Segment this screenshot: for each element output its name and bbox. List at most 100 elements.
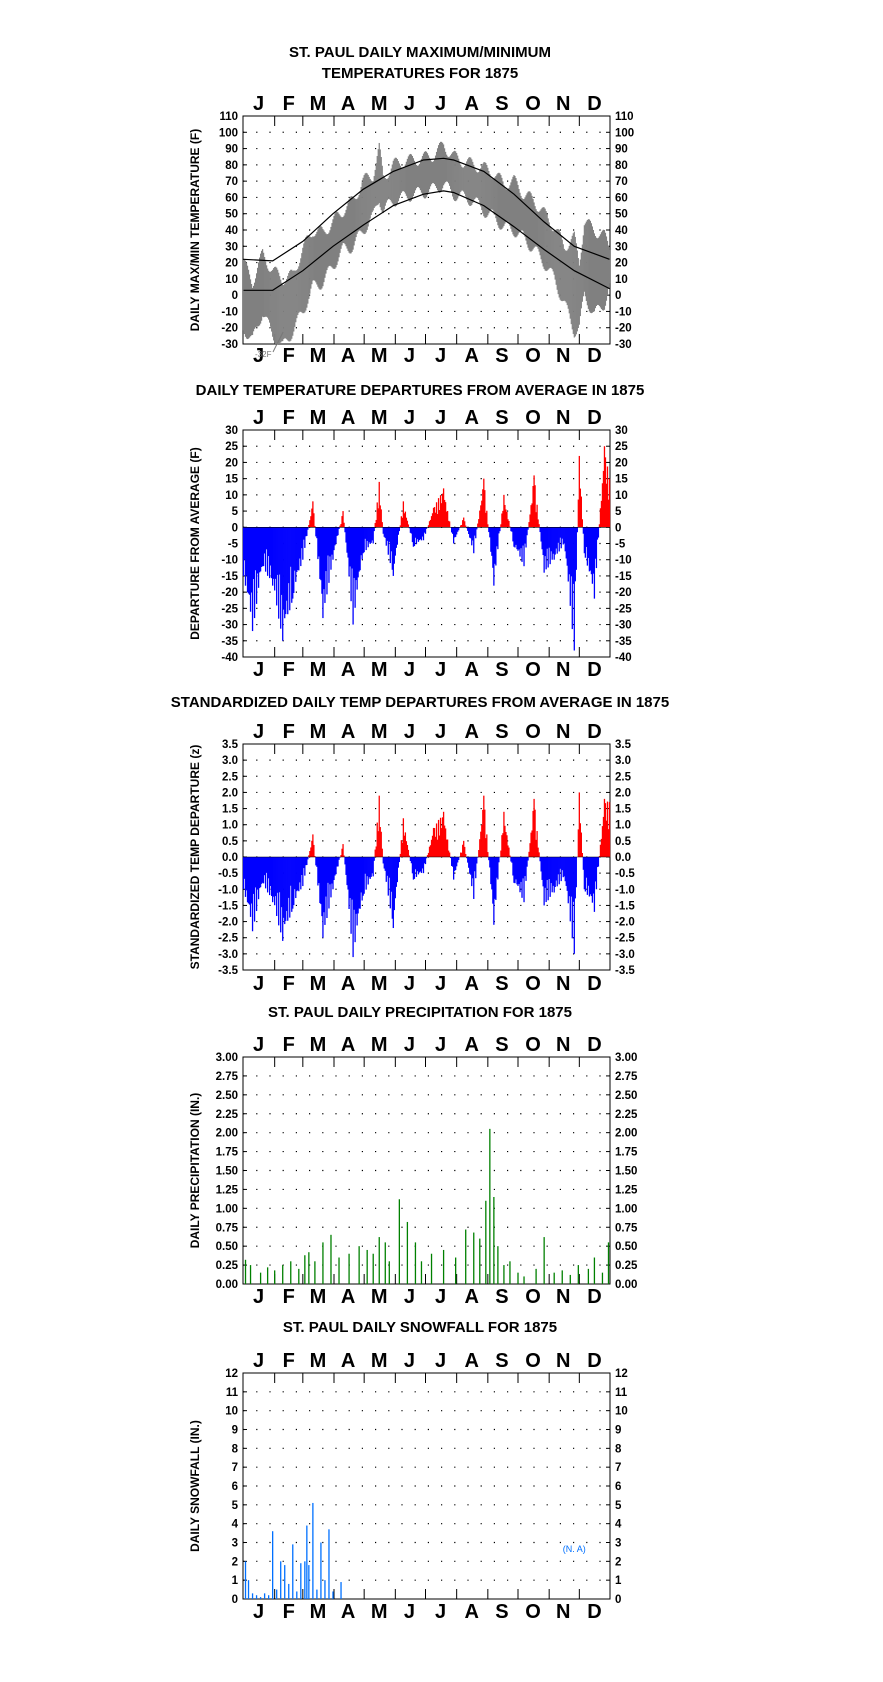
y-tick-label-right: 100 <box>615 127 634 139</box>
y-tick-label-left: 5 <box>232 1500 239 1512</box>
month-label-bottom: D <box>587 973 601 995</box>
y-tick-label-left: -3.0 <box>218 949 238 961</box>
month-label-top: J <box>404 93 415 115</box>
month-label-bottom: N <box>556 345 570 367</box>
month-label-top: A <box>341 407 355 429</box>
month-label-bottom: J <box>404 1601 415 1623</box>
y-tick-label-left: -10 <box>221 306 238 318</box>
y-tick-label-left: -40 <box>221 652 238 664</box>
y-axis-label: DAILY PRECIPITATION (IN.) <box>188 1093 202 1249</box>
y-tick-label-right: -2.5 <box>615 933 635 945</box>
y-tick-label-right: 2.0 <box>615 787 631 799</box>
month-label-bottom: O <box>525 1286 541 1308</box>
month-label-top: A <box>465 1034 479 1056</box>
month-label-top: J <box>435 93 446 115</box>
month-label-top: A <box>341 1350 355 1372</box>
y-tick-label-right: -30 <box>615 339 632 351</box>
month-label-bottom: F <box>283 973 295 995</box>
month-label-top: M <box>371 407 388 429</box>
month-label-top: D <box>587 93 601 115</box>
month-label-top: J <box>253 1034 264 1056</box>
y-tick-label-left: 3.00 <box>216 1052 238 1064</box>
month-label-top: J <box>253 93 264 115</box>
y-tick-label-left: 25 <box>225 441 238 453</box>
y-tick-label-left: 4 <box>232 1519 239 1531</box>
y-tick-label-left: 70 <box>225 176 238 188</box>
y-tick-label-right: 70 <box>615 176 628 188</box>
y-tick-label-right: 2.75 <box>615 1071 638 1083</box>
y-tick-label-right: 9 <box>615 1425 621 1437</box>
y-tick-label-right: 2.5 <box>615 771 632 783</box>
month-label-bottom: S <box>495 1286 508 1308</box>
month-label-bottom: A <box>465 1286 479 1308</box>
record-low-annotation: -32F <box>255 350 272 359</box>
y-tick-label-left: 11 <box>226 1387 239 1399</box>
month-label-bottom: O <box>525 659 541 681</box>
month-label-bottom: D <box>587 1601 601 1623</box>
month-label-bottom: F <box>283 1286 295 1308</box>
y-tick-label-right: 50 <box>615 209 628 221</box>
y-tick-label-left: 1.5 <box>222 804 239 816</box>
y-tick-label-left: 1.25 <box>216 1184 239 1196</box>
month-label-bottom: J <box>253 659 264 681</box>
y-tick-label-right: 15 <box>615 474 628 486</box>
y-tick-label-right: 30 <box>615 425 628 437</box>
month-label-top: D <box>587 407 601 429</box>
y-tick-label-right: 2.00 <box>615 1128 637 1140</box>
month-label-top: F <box>283 721 295 743</box>
month-label-top: J <box>404 721 415 743</box>
month-label-top: J <box>435 1350 446 1372</box>
month-label-bottom: A <box>341 1286 355 1308</box>
month-label-bottom: A <box>465 973 479 995</box>
y-tick-label-left: 50 <box>225 209 238 221</box>
month-label-top: O <box>525 93 541 115</box>
y-tick-label-right: 1 <box>615 1575 622 1587</box>
month-label-top: J <box>253 1350 264 1372</box>
y-tick-label-right: 20 <box>615 457 628 469</box>
y-tick-label-left: 2.25 <box>216 1109 239 1121</box>
y-tick-label-right: -3.5 <box>615 965 635 977</box>
y-tick-label-left: 2.75 <box>216 1071 239 1083</box>
y-tick-label-left: 8 <box>232 1443 239 1455</box>
y-tick-label-left: 9 <box>232 1425 238 1437</box>
month-label-bottom: J <box>435 1601 446 1623</box>
y-tick-label-right: 40 <box>615 225 628 237</box>
y-axis-label: DEPARTURE FROM AVERAGE (F) <box>188 447 202 639</box>
month-label-bottom: J <box>435 973 446 995</box>
y-tick-label-right: 1.0 <box>615 820 631 832</box>
month-label-top: M <box>371 93 388 115</box>
y-tick-label-left: -30 <box>221 339 238 351</box>
y-tick-label-right: 3 <box>615 1538 621 1550</box>
month-label-top: D <box>587 1350 601 1372</box>
y-tick-label-left: 20 <box>225 457 238 469</box>
y-tick-label-right: 2.50 <box>615 1090 637 1102</box>
month-label-top: A <box>341 93 355 115</box>
y-tick-label-left: 30 <box>225 241 238 253</box>
month-label-top: F <box>283 93 295 115</box>
month-label-bottom: J <box>253 973 264 995</box>
y-tick-label-right: -10 <box>615 306 632 318</box>
month-label-bottom: N <box>556 973 570 995</box>
month-label-top: A <box>341 721 355 743</box>
y-tick-label-left: -15 <box>221 571 238 583</box>
month-label-top: A <box>341 1034 355 1056</box>
month-label-top: F <box>283 407 295 429</box>
y-tick-label-left: 100 <box>219 127 238 139</box>
y-tick-label-left: -1.5 <box>218 900 238 912</box>
month-label-top: J <box>435 721 446 743</box>
y-tick-label-left: 5 <box>232 506 239 518</box>
y-tick-label-left: 2.50 <box>216 1090 238 1102</box>
month-label-bottom: D <box>587 1286 601 1308</box>
y-tick-label-left: 10 <box>225 490 238 502</box>
chart-title: ST. PAUL DAILY PRECIPITATION FOR 1875 <box>268 1004 572 1021</box>
month-label-top: N <box>556 407 570 429</box>
annotation-pointer <box>272 331 284 353</box>
chart-title: DAILY TEMPERATURE DEPARTURES FROM AVERAG… <box>196 382 645 399</box>
y-tick-label-right: 0.5 <box>615 836 632 848</box>
y-tick-label-left: 80 <box>225 160 238 172</box>
month-label-bottom: M <box>371 973 388 995</box>
y-tick-label-right: 1.50 <box>615 1166 637 1178</box>
month-label-bottom: M <box>371 345 388 367</box>
month-label-top: J <box>404 407 415 429</box>
y-tick-label-right: -1.0 <box>615 884 635 896</box>
